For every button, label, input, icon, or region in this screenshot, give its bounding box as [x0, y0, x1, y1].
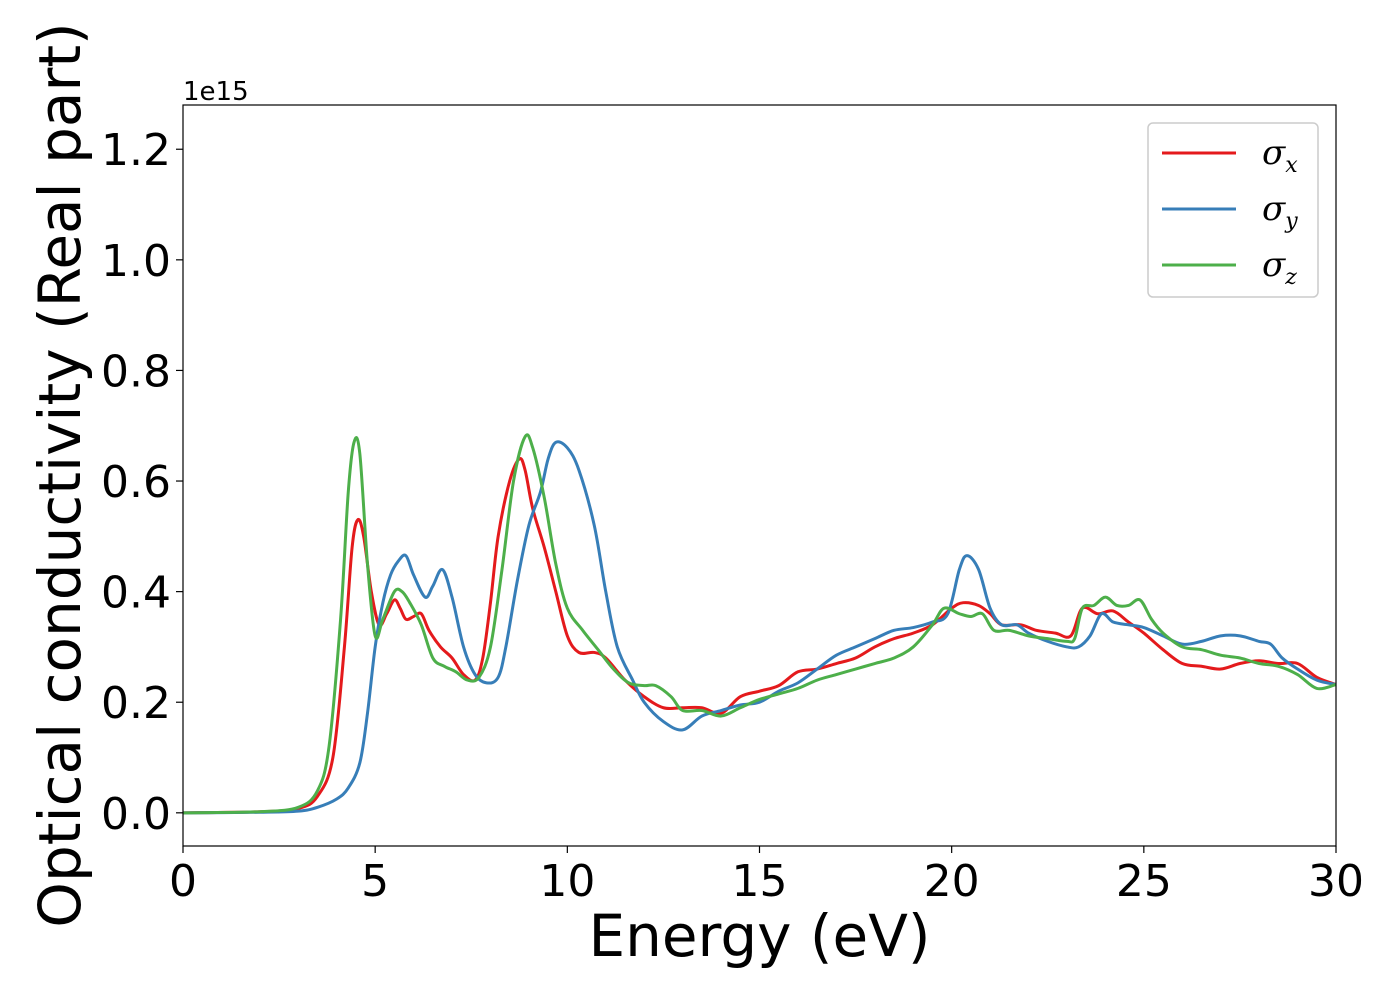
y-tick-label: 0.4 [101, 568, 171, 619]
y-tick-label: 0.6 [101, 457, 171, 508]
y-axis-label: Optical conductivity (Real part) [26, 22, 94, 927]
series-line-y [183, 440, 1336, 815]
y-offset-label: 1e15 [183, 77, 249, 107]
x-tick-label: 10 [539, 856, 595, 907]
series-line-z [183, 433, 1336, 815]
x-tick-label: 20 [924, 856, 980, 907]
y-tick-label: 0.8 [101, 346, 171, 397]
x-tick-label: 0 [169, 856, 197, 907]
y-tick-label: 1.0 [101, 236, 171, 287]
legend-label-z: σz [1262, 245, 1297, 290]
x-tick-label: 30 [1308, 856, 1364, 907]
x-axis-label: Energy (eV) [588, 902, 930, 970]
legend-label-y: σy [1262, 189, 1298, 234]
x-axis-ticks: 0 5 10 15 20 25 30 [169, 846, 1364, 907]
legend: σx σy σz [1147, 122, 1319, 298]
y-tick-label: 1.2 [101, 125, 171, 176]
y-tick-label: 0.0 [101, 789, 171, 840]
x-tick-label: 5 [361, 856, 389, 907]
series-layer [183, 433, 1336, 815]
x-tick-label: 15 [732, 856, 788, 907]
x-tick-label: 25 [1116, 856, 1172, 907]
y-axis-ticks: 0.0 0.2 0.4 0.6 0.8 1.0 1.2 [101, 125, 183, 840]
legend-label-x: σx [1262, 133, 1298, 178]
y-tick-label: 0.2 [101, 678, 171, 729]
